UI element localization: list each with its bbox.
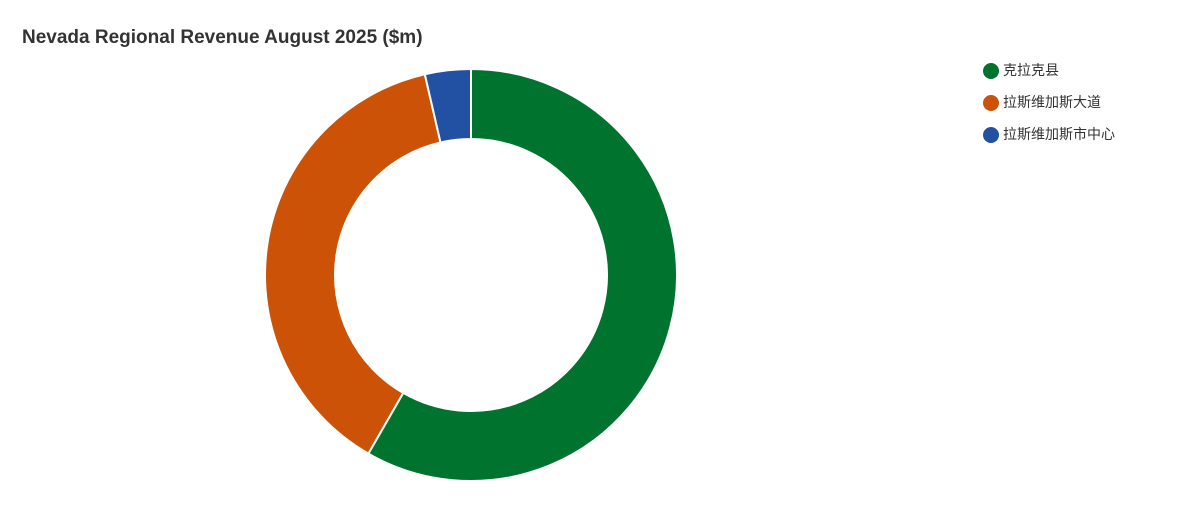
legend-label: 拉斯维加斯大道 xyxy=(1003,95,1101,111)
chart-title: Nevada Regional Revenue August 2025 ($m) xyxy=(22,27,423,48)
legend-swatch xyxy=(983,95,999,111)
legend-label: 拉斯维加斯市中心 xyxy=(1003,126,1115,143)
legend-label: 克拉克县 xyxy=(1003,63,1059,79)
legend-swatch xyxy=(983,63,999,79)
legend-swatch xyxy=(983,127,999,143)
donut-slice xyxy=(367,67,678,482)
donut-slice xyxy=(264,73,442,455)
donut-slice xyxy=(423,67,472,144)
